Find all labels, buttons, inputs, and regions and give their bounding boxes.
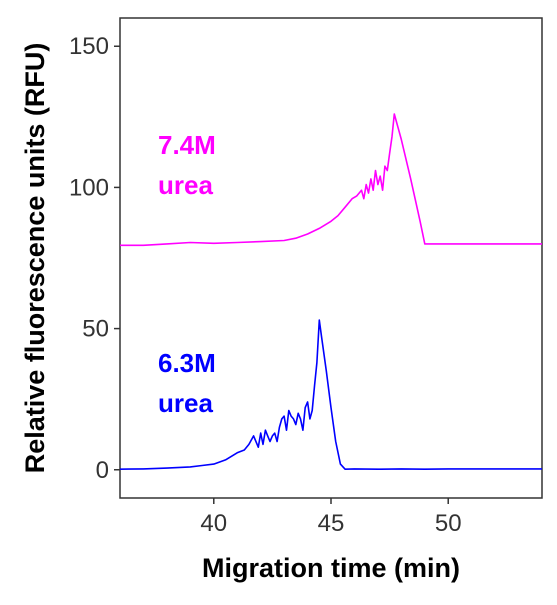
x-axis-title: Migration time (min) xyxy=(202,553,460,583)
y-tick-label: 150 xyxy=(69,33,109,60)
series-label-urea-6-3m: 6.3M urea xyxy=(158,348,216,418)
series-label-urea-7-4m: 7.4M urea xyxy=(158,130,216,200)
series-labels: 7.4M urea 6.3M urea xyxy=(158,130,216,418)
x-tick-label: 45 xyxy=(318,510,345,537)
y-tick-label: 100 xyxy=(69,174,109,201)
y-axis-title: Relative fluorescence units (RFU) xyxy=(20,43,50,474)
series-label-line: urea xyxy=(158,170,213,200)
y-axis-ticks: 0 50 100 150 xyxy=(69,33,120,484)
series-layer xyxy=(119,113,542,471)
series-label-line: 6.3M xyxy=(158,348,216,378)
series-label-line: urea xyxy=(158,388,213,418)
series-label-line: 7.4M xyxy=(158,130,216,160)
x-axis-ticks: 40 45 50 xyxy=(200,498,462,537)
y-tick-label: 0 xyxy=(96,457,109,484)
y-tick-label: 50 xyxy=(82,316,109,343)
x-tick-label: 40 xyxy=(200,510,227,537)
series-line-urea-7-4m xyxy=(120,113,542,247)
plot-frame xyxy=(119,17,543,499)
series-line-urea-6-3m xyxy=(119,319,542,471)
x-tick-label: 50 xyxy=(435,510,462,537)
